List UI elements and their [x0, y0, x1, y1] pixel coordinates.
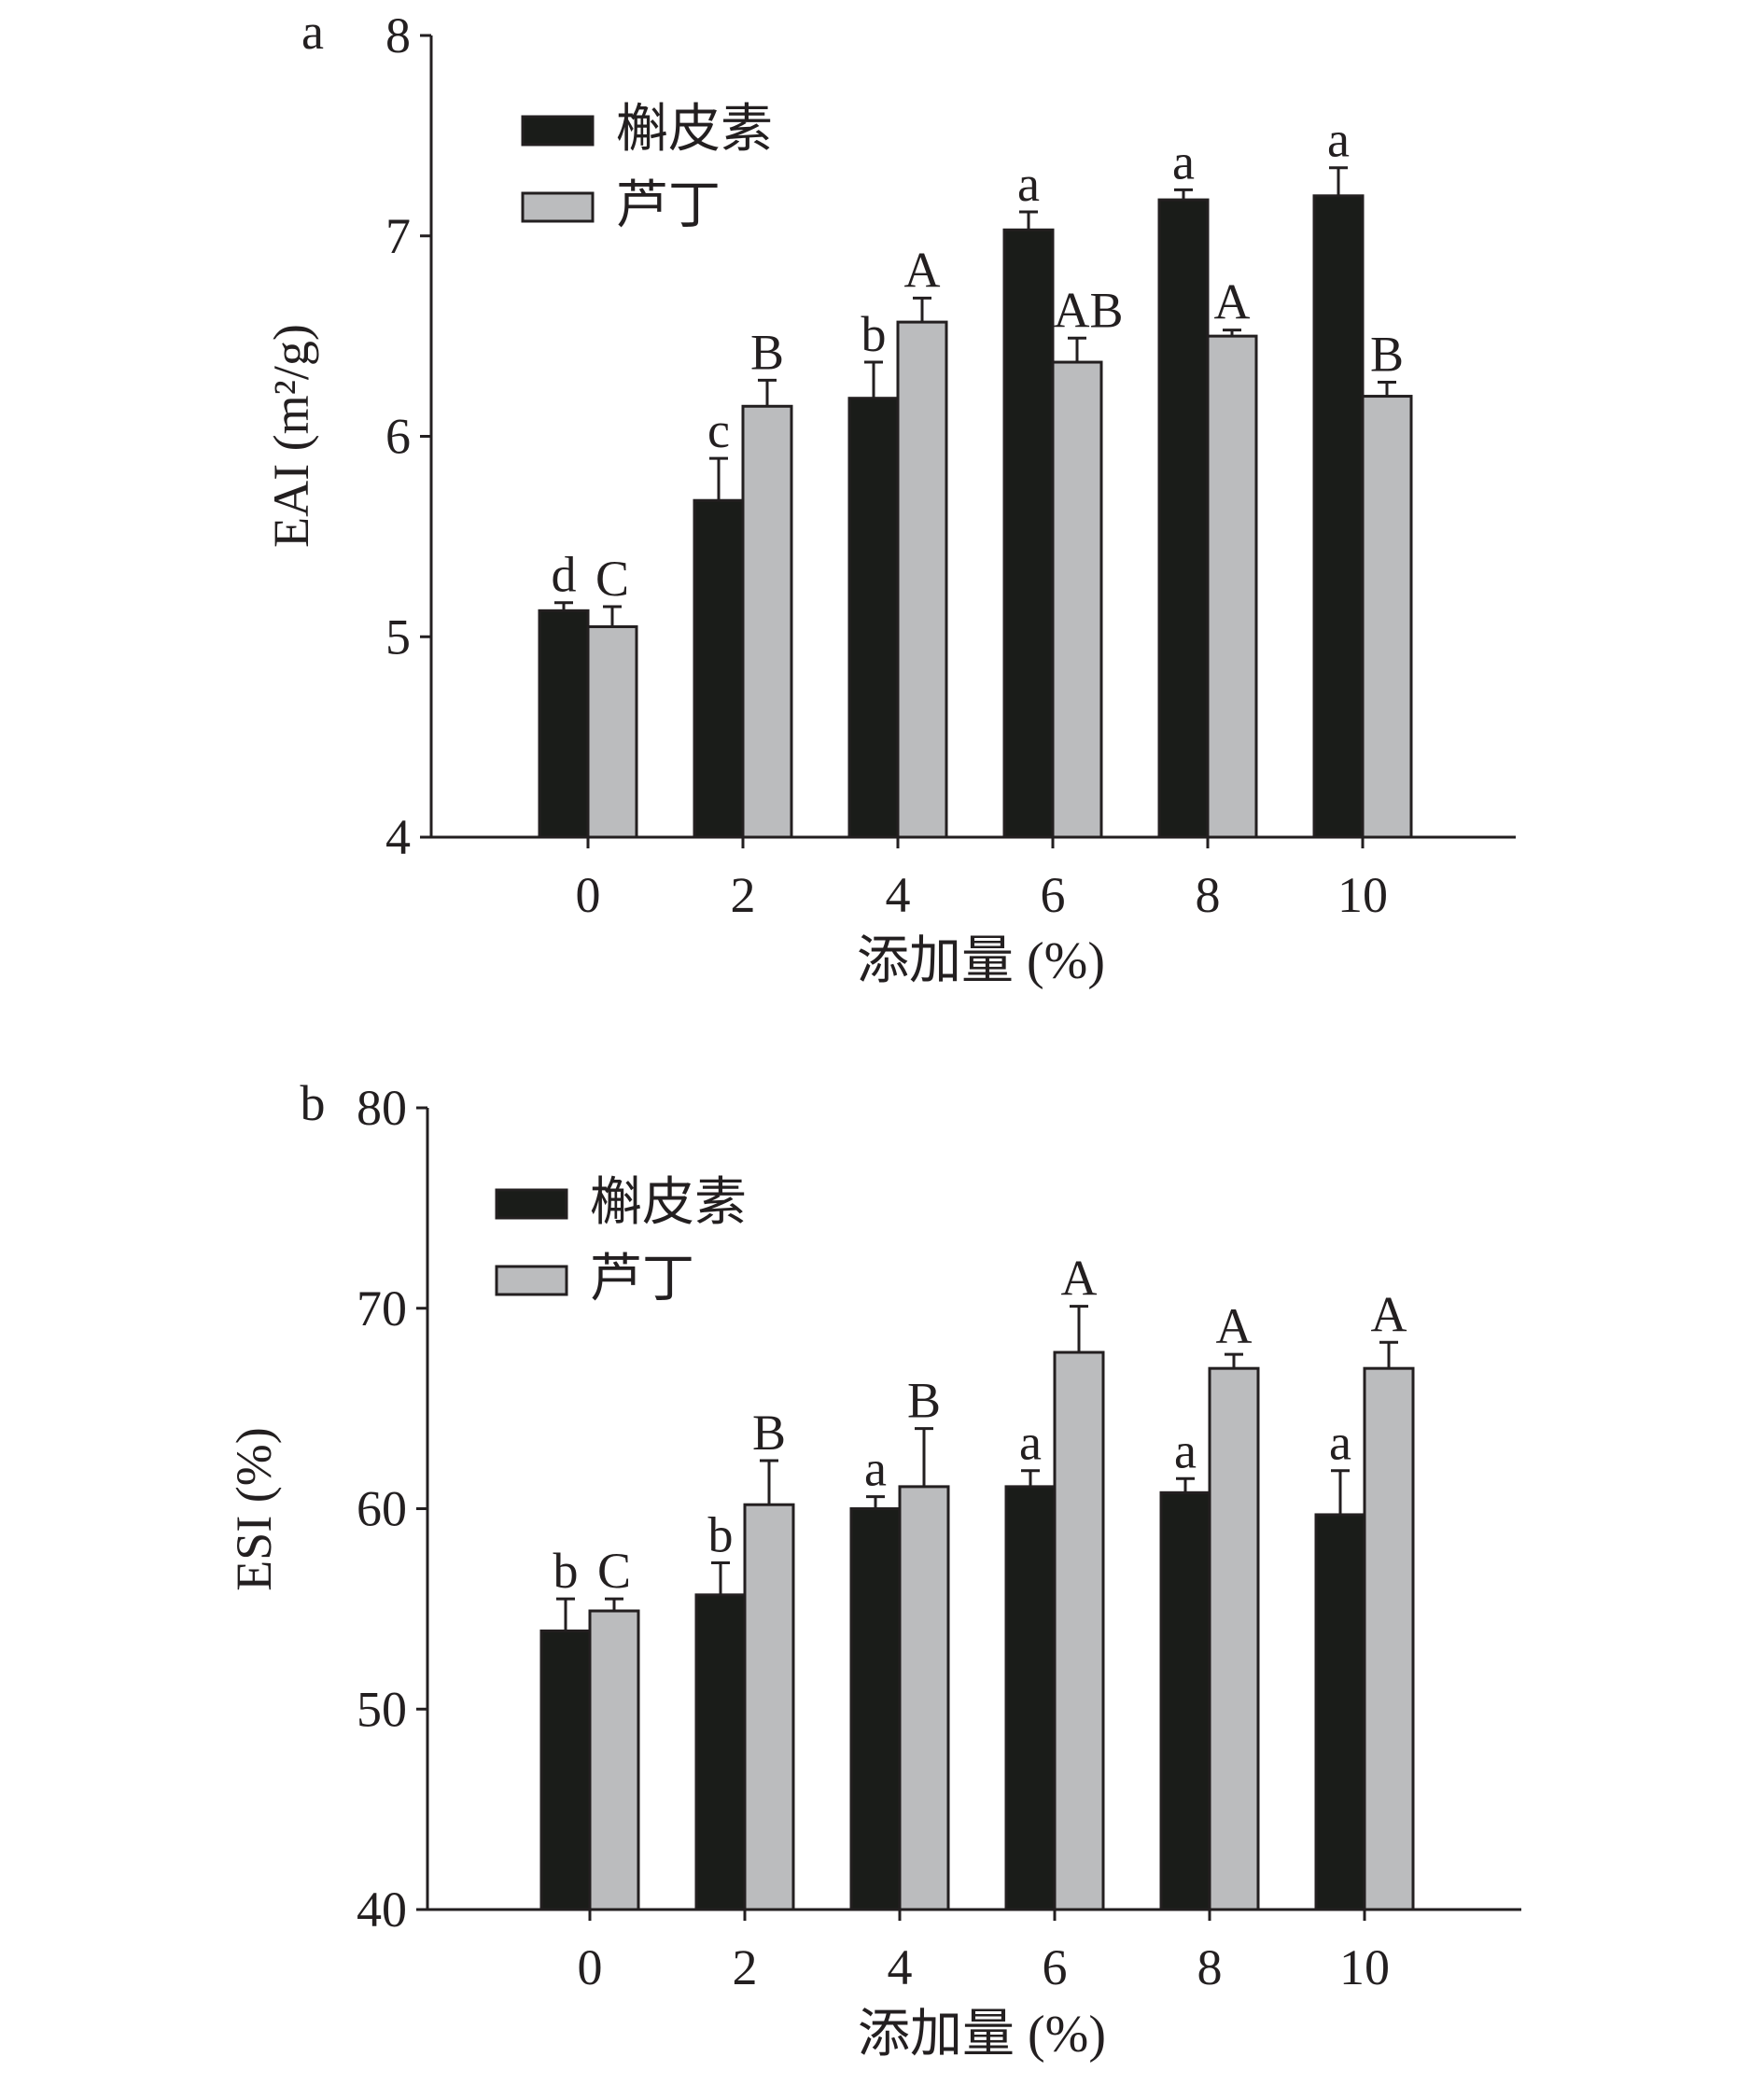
- bar-quercetin: [849, 1507, 902, 1911]
- x-tick-label: 6: [1041, 867, 1066, 923]
- x-tick-label: 0: [578, 1939, 603, 1995]
- bar-rutin: [588, 1609, 640, 1911]
- y-tick-label: 80: [357, 1080, 407, 1136]
- significance-letter: C: [595, 551, 629, 607]
- bar-rutin: [1361, 395, 1413, 839]
- bar-rutin: [898, 1485, 950, 1911]
- legend-label: 槲皮素: [590, 1174, 747, 1232]
- y-tick-label: 7: [385, 208, 411, 264]
- legend-swatch: [521, 115, 595, 147]
- significance-letter: A: [1061, 1251, 1098, 1307]
- bar-quercetin: [539, 1629, 592, 1911]
- bar-rutin: [1053, 1350, 1105, 1911]
- y-axis-label: EAI (m²/g): [263, 324, 319, 548]
- panel-label: b: [301, 1075, 326, 1131]
- x-tick-label: 2: [731, 867, 756, 923]
- bar-quercetin: [1312, 194, 1365, 839]
- x-tick-label: 8: [1196, 867, 1221, 923]
- x-tick-label: 6: [1043, 1939, 1068, 1995]
- x-tick-label: 4: [888, 1939, 913, 1995]
- bar-rutin: [1208, 1366, 1260, 1911]
- legend-swatch: [495, 1188, 568, 1220]
- significance-letter: B: [752, 1405, 786, 1461]
- panel-label: a: [301, 4, 324, 60]
- significance-letter: a: [864, 1441, 887, 1497]
- significance-letter: a: [1172, 133, 1195, 189]
- y-tick-label: 4: [385, 809, 411, 865]
- significance-letter: a: [1174, 1422, 1197, 1478]
- significance-letter: A: [1371, 1286, 1407, 1342]
- legend-label: 芦丁: [590, 1251, 694, 1308]
- significance-letter: C: [597, 1543, 631, 1599]
- significance-letter: AB: [1053, 282, 1123, 338]
- x-tick-label: 2: [733, 1939, 758, 1995]
- bar-rutin: [1206, 334, 1258, 839]
- bar-rutin: [586, 625, 638, 839]
- y-axis-label: ESI (%): [226, 1427, 282, 1590]
- significance-letter: d: [552, 547, 577, 603]
- y-tick-label: 5: [385, 609, 411, 665]
- significance-letter: B: [1370, 327, 1404, 383]
- bar-quercetin: [1157, 198, 1210, 839]
- significance-letter: a: [1329, 1415, 1351, 1471]
- x-tick-label: 4: [886, 867, 911, 923]
- y-tick-label: 6: [385, 409, 411, 465]
- legend-swatch: [521, 191, 595, 223]
- bar-quercetin: [1002, 228, 1055, 839]
- significance-letter: a: [1019, 1415, 1042, 1471]
- significance-letter: B: [750, 324, 784, 380]
- significance-letter: b: [861, 306, 887, 362]
- y-tick-label: 70: [357, 1280, 407, 1336]
- x-tick-label: 10: [1337, 867, 1388, 923]
- bar-rutin: [1051, 360, 1103, 839]
- significance-letter: a: [1327, 112, 1350, 168]
- significance-letter: c: [707, 402, 730, 458]
- y-tick-label: 40: [357, 1882, 407, 1938]
- bar-quercetin: [694, 1593, 747, 1911]
- y-tick-label: 60: [357, 1481, 407, 1537]
- significance-letter: A: [904, 242, 941, 298]
- legend-swatch: [495, 1265, 568, 1296]
- y-tick-label: 8: [385, 7, 411, 63]
- legend-label: 槲皮素: [616, 101, 773, 159]
- x-tick-label: 8: [1197, 1939, 1223, 1995]
- significance-letter: b: [553, 1543, 579, 1599]
- significance-letter: b: [708, 1506, 734, 1562]
- bar-rutin: [743, 1503, 795, 1911]
- bar-quercetin: [693, 498, 745, 839]
- significance-letter: A: [1214, 274, 1251, 330]
- bar-quercetin: [1004, 1485, 1057, 1911]
- significance-letter: B: [907, 1373, 941, 1429]
- bar-quercetin: [1314, 1513, 1366, 1911]
- significance-letter: A: [1216, 1298, 1253, 1354]
- bar-rutin: [1363, 1366, 1415, 1911]
- x-axis-label: 添加量 (%): [857, 932, 1105, 990]
- bar-quercetin: [1159, 1490, 1211, 1911]
- bar-rutin: [896, 320, 948, 839]
- y-tick-label: 50: [357, 1681, 407, 1737]
- x-tick-label: 0: [576, 867, 601, 923]
- bar-quercetin: [538, 609, 590, 839]
- significance-letter: a: [1017, 156, 1040, 212]
- bar-quercetin: [847, 397, 900, 839]
- legend-label: 芦丁: [616, 177, 721, 235]
- bar-rutin: [741, 404, 793, 839]
- x-axis-label: 添加量 (%): [858, 2006, 1106, 2064]
- x-tick-label: 10: [1339, 1939, 1390, 1995]
